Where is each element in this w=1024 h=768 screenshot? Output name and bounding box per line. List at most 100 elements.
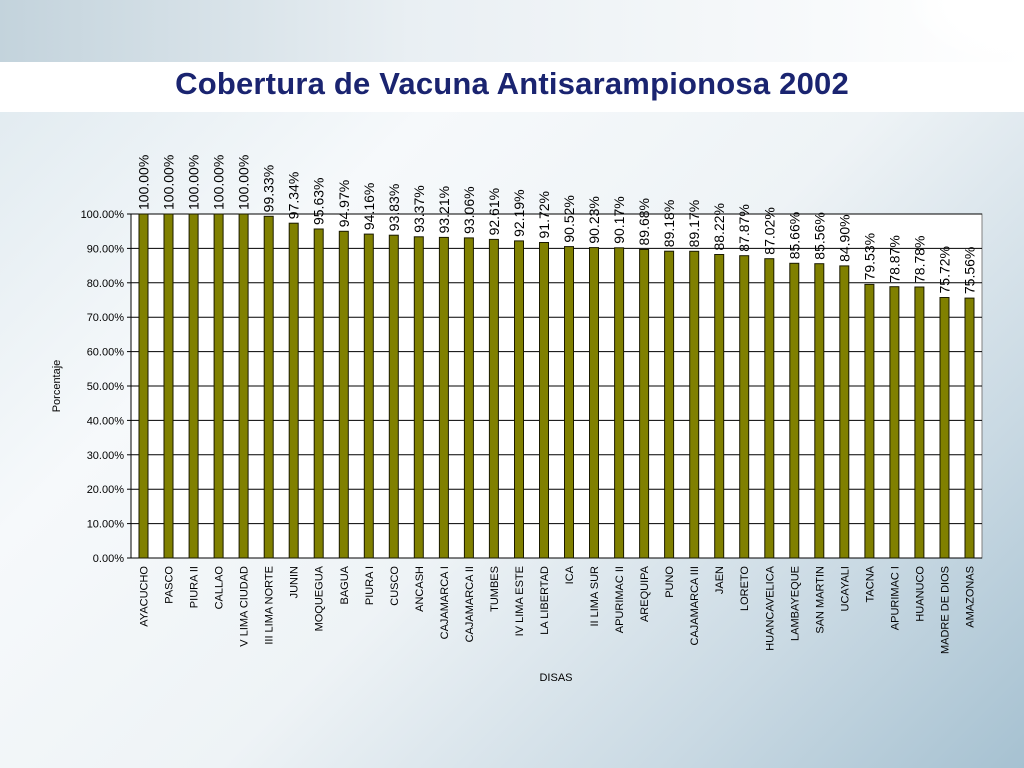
x-tick-label: CUSCO [389,566,401,606]
data-label: 90.23% [586,196,602,243]
bar [664,250,675,559]
bar [213,213,224,559]
bar [864,283,875,559]
bars [138,213,975,559]
bar [138,213,149,559]
bar [614,247,625,559]
data-label: 89.68% [636,198,652,245]
y-tick-label: 30.00% [87,450,125,462]
bar [964,297,975,559]
bar [363,233,374,559]
y-tick-label: 10.00% [87,519,125,531]
data-label: 100.00% [211,155,227,210]
data-labels: 100.00% 100.00% 100.00% 100.00% 100.00% 99.33… [136,155,978,294]
data-label: 75.56% [962,247,978,294]
y-tick-label: 100.00% [81,209,125,221]
y-axis-ticks: 0.00% 10.00% 20.00% 30.00% 40.00% 50.00% 60.00… [81,209,132,565]
bar [914,286,925,559]
y-tick-label: 90.00% [87,243,125,255]
x-axis-label: DISAS [539,672,572,684]
x-tick-label: LAMBAYEQUE [789,566,801,641]
data-label: 85.56% [811,212,827,259]
bar [764,258,775,559]
bar [288,222,299,559]
data-label: 94.97% [336,180,352,227]
x-tick-label: LA LIBERTAD [539,566,551,635]
x-tick-label: APURIMAC I [889,566,901,630]
data-label: 100.00% [136,155,152,210]
x-tick-label: TACNA [864,565,876,602]
x-tick-label: HUANUCO [914,566,926,622]
data-label: 92.19% [511,189,527,236]
data-label: 75.72% [937,246,953,293]
bar [814,263,825,559]
bar [263,215,274,559]
y-tick-label: 70.00% [87,312,125,324]
data-label: 100.00% [186,155,202,210]
bar [388,234,399,559]
x-tick-label: JUNIN [289,566,301,598]
bar [564,246,574,559]
data-label: 85.66% [786,212,802,259]
x-tick-label: ANCASH [414,566,426,612]
bar [714,254,725,559]
data-label: 94.16% [361,183,377,230]
y-tick-label: 60.00% [87,347,125,359]
bar [163,213,174,559]
data-label: 99.33% [261,165,277,212]
data-label: 93.06% [461,186,477,233]
y-tick-label: 20.00% [87,484,125,496]
data-label: 100.00% [236,155,252,210]
data-label: 90.52% [561,195,577,242]
x-tick-label: CALLAO [214,566,226,610]
bar [939,297,950,559]
x-tick-label: V LIMA CIUDAD [239,566,251,647]
x-tick-label: APURIMAC II [614,566,626,633]
y-tick-label: 40.00% [87,415,125,427]
bar [789,262,800,559]
data-label: 87.87% [736,204,752,251]
data-label: 87.02% [761,207,777,254]
y-tick-label: 80.00% [87,278,125,290]
x-tick-label: JAEN [714,566,726,594]
bar [438,236,449,559]
header-band [0,0,1024,62]
bar [514,240,524,559]
x-tick-label: PUNO [664,566,676,598]
x-tick-label: CAJAMARCA I [439,566,451,639]
x-tick-label: CAJAMARCA III [689,566,701,645]
bar [188,213,199,559]
bar [839,265,850,559]
x-tick-label: BAGUA [339,565,351,604]
x-axis-ticks: AYACUCHO PASCO PIURA II CALLAO V LIMA CIUDAD… [139,565,977,654]
bar [539,242,549,559]
data-label: 93.83% [386,184,402,231]
x-tick-label: ICA [564,565,576,584]
bar [413,236,424,559]
data-label: 90.17% [611,196,627,243]
bar [238,213,249,559]
data-label: 93.21% [436,186,452,233]
title-band [0,62,1024,112]
y-tick-label: 0.00% [93,553,124,565]
bar [889,286,900,559]
bar [589,247,599,559]
x-tick-label: AYACUCHO [139,566,151,627]
x-tick-label: PASCO [164,566,176,604]
data-label: 92.61% [486,188,502,235]
data-label: 78.87% [886,235,902,282]
x-tick-label: AMAZONAS [965,566,977,628]
x-tick-label: CAJAMARCA II [464,566,476,642]
bar [463,237,474,559]
data-label: 97.34% [286,172,302,219]
x-tick-label: IV LIMA ESTE [514,566,526,636]
x-tick-label: UCAYALI [839,566,851,611]
data-label: 89.17% [686,200,702,247]
x-tick-label: HUANCAVELICA [764,565,776,650]
data-label: 93.37% [411,185,427,232]
y-axis-label: Porcentaje [51,360,63,413]
x-tick-label: MOQUEGUA [314,565,326,631]
data-label: 79.53% [861,233,877,280]
x-tick-label: PIURA I [364,566,376,605]
x-tick-label: TUMBES [489,566,501,612]
